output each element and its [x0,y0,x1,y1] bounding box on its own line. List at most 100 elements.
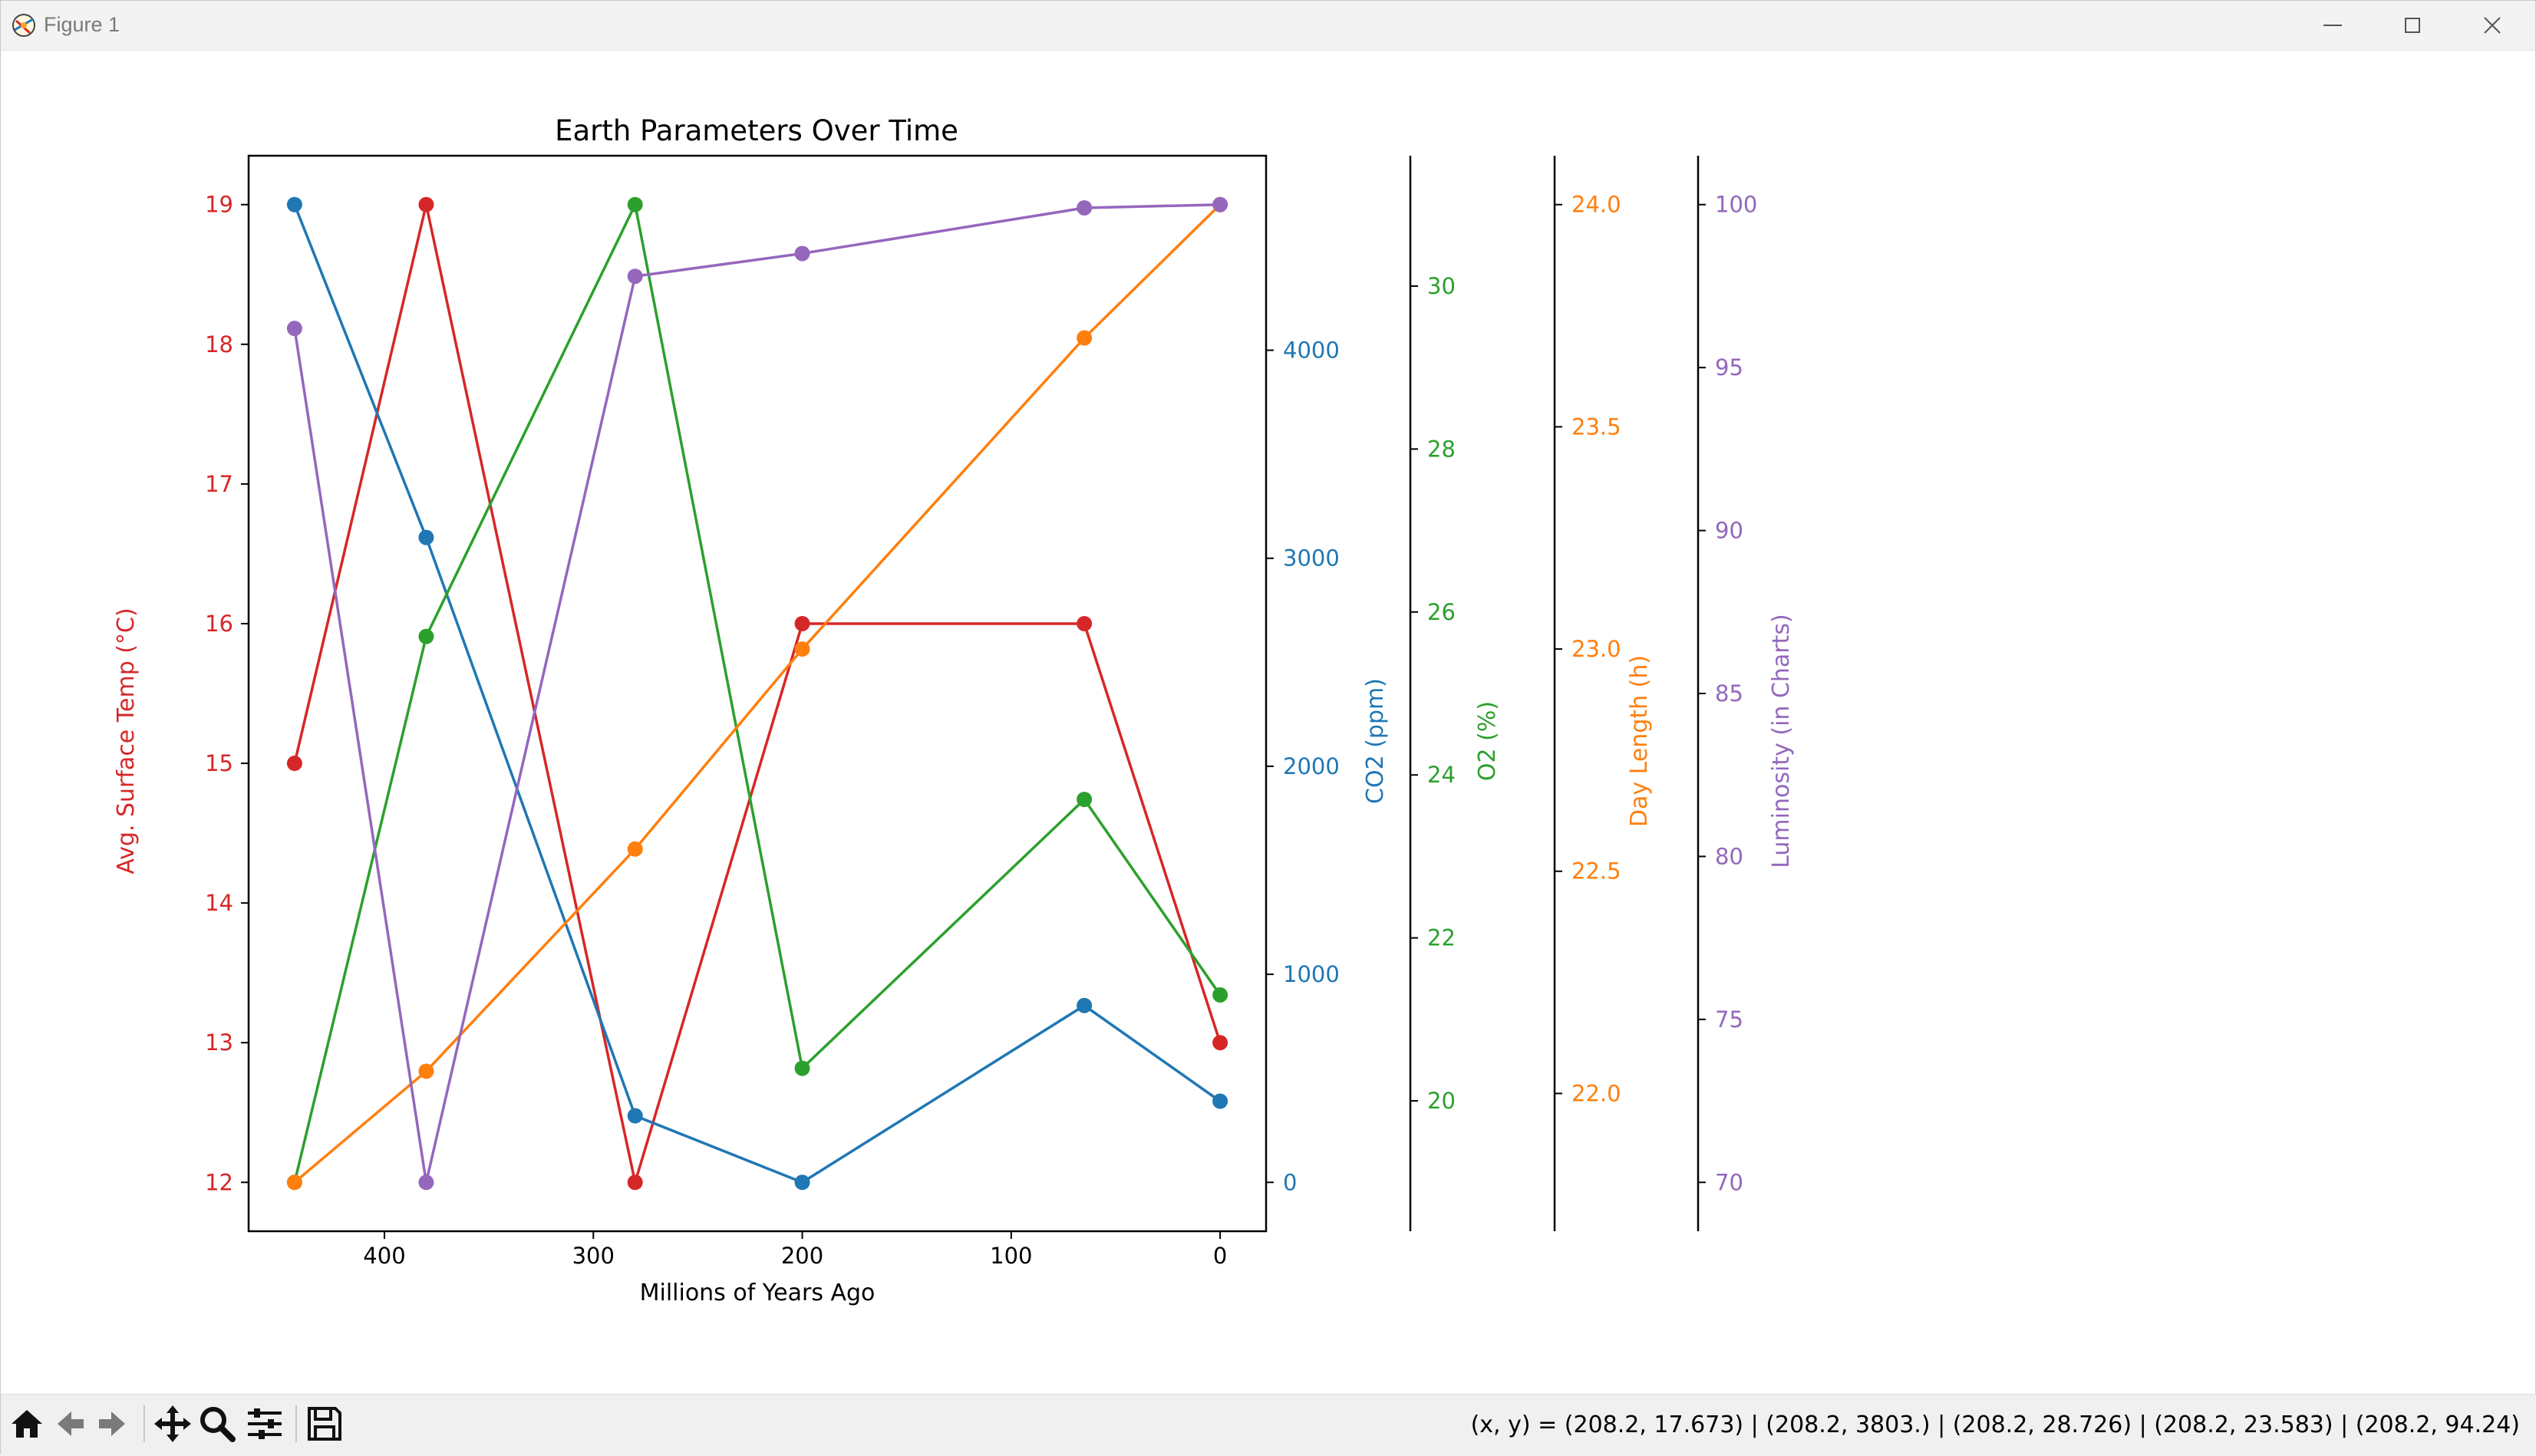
maximize-icon [2405,18,2420,33]
app-icon [12,14,35,37]
data-point [286,321,302,337]
data-point [627,1174,643,1191]
minimize-icon [2323,25,2342,26]
axes-frame [247,154,1268,1233]
data-point [418,1174,434,1191]
home-icon[interactable] [5,1402,48,1445]
data-point [286,756,302,772]
data-point [418,529,434,545]
y-axis-label: Avg. Surface Temp (°C) [113,608,140,874]
series-line [293,204,1222,1184]
data-point [627,196,643,212]
data-point [794,245,810,262]
window-title: Figure 1 [44,13,120,36]
forward-icon[interactable] [91,1402,134,1445]
y-tick-label: 4000 [1283,338,1340,364]
y-tick-label: 75 [1715,1006,1743,1033]
y-tick-label: 80 [1715,843,1743,869]
y-tick-label: 20 [1427,1088,1456,1114]
data-point [286,196,302,212]
y-tick-label: 95 [1715,354,1743,380]
y-tick-label: 14 [205,890,233,916]
data-point [286,1174,302,1191]
data-point [794,1174,810,1191]
x-tick-label: 0 [1213,1243,1227,1269]
y-tick-label: 13 [205,1029,233,1056]
data-point [1077,330,1093,346]
y-tick-label: 90 [1715,518,1743,544]
data-point [627,268,643,285]
y-tick-label: 16 [205,611,233,637]
title-bar: Figure 1 [1,1,2535,51]
toolbar-separator [143,1405,145,1442]
y-tick-label: 23.0 [1571,636,1621,662]
x-tick-label: 200 [781,1243,823,1269]
save-icon[interactable] [303,1402,346,1445]
y-tick-label: 3000 [1283,545,1340,572]
y-tick-label: 30 [1427,273,1456,299]
close-icon [2484,17,2501,34]
y-axis-label: Luminosity (in Charts) [1768,614,1795,868]
data-point [1212,1093,1228,1109]
data-point [418,1063,434,1079]
y-tick-label: 24.0 [1571,192,1621,218]
toolbar: (x, y) = (208.2, 17.673) | (208.2, 3803.… [1,1394,2536,1456]
y-tick-label: 85 [1715,680,1743,707]
data-point [627,841,643,857]
y-tick-label: 1000 [1283,961,1340,987]
y-tick-label: 15 [205,750,233,776]
configure-subplots-icon[interactable] [243,1402,286,1445]
x-tick-label: 300 [572,1243,615,1269]
x-tick-label: 100 [990,1243,1032,1269]
series-line [293,204,1222,1183]
toolbar-separator [295,1405,297,1442]
y-tick-label: 22 [1427,925,1456,951]
y-tick-label: 18 [205,331,233,357]
data-point [1212,1035,1228,1051]
data-point [1212,196,1228,212]
y-tick-label: 100 [1715,192,1757,218]
data-point [418,196,434,212]
y-tick-label: 23.5 [1571,413,1621,440]
data-point [1077,792,1093,808]
chart-svg: Earth Parameters Over Time 400 300 200 100 0… [113,114,1795,1306]
y-tick-label: 17 [205,471,233,497]
data-point [794,1060,810,1076]
y-tick-label: 22.0 [1571,1080,1621,1106]
y-tick-label: 12 [205,1169,233,1195]
data-point [1077,997,1093,1013]
data-point [794,641,810,657]
y-axis-label: Day Length (h) [1626,655,1653,827]
data-point [1077,615,1093,631]
y-tick-label: 26 [1427,599,1456,625]
x-tick-label: 400 [363,1243,405,1269]
data-point [418,628,434,644]
pan-icon[interactable] [151,1402,194,1445]
series-line [293,200,1222,1183]
back-icon[interactable] [48,1402,91,1445]
y-tick-label: 22.5 [1571,858,1621,884]
y-tick-label: 19 [205,192,233,218]
y-axis-label: O2 (%) [1474,701,1501,781]
minimize-button[interactable] [2293,1,2373,50]
y-tick-label: 70 [1715,1169,1743,1195]
maximize-button[interactable] [2373,1,2452,50]
close-button[interactable] [2452,1,2532,50]
y-tick-label: 24 [1427,762,1456,788]
data-point [794,615,810,631]
data-point [1212,987,1228,1003]
series-layer [286,196,1228,1191]
x-axis-label: Millions of Years Ago [640,1280,876,1306]
y-tick-label: 0 [1283,1169,1297,1195]
y-tick-label: 2000 [1283,753,1340,779]
data-point [627,1108,643,1124]
zoom-icon[interactable] [196,1402,239,1445]
chart-title: Earth Parameters Over Time [555,114,958,147]
cursor-coordinates: (x, y) = (208.2, 17.673) | (208.2, 3803.… [1470,1412,2520,1438]
plot-canvas[interactable]: Earth Parameters Over Time 400 300 200 100 0… [1,50,2536,1394]
data-point [1077,199,1093,216]
series-line [293,203,1221,1183]
y-axis-label: CO2 (ppm) [1362,678,1389,804]
